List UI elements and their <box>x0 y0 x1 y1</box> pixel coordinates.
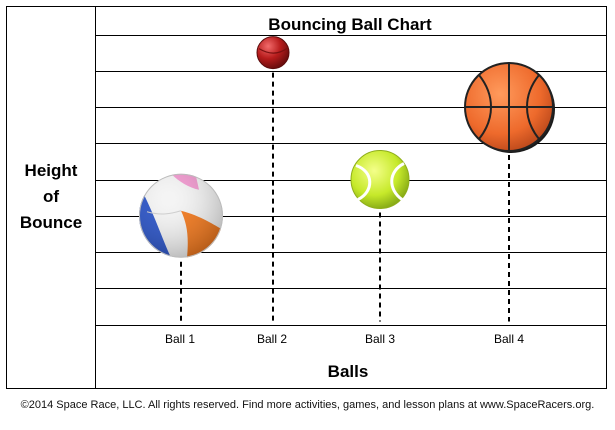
y-axis-label-line-2: of <box>6 184 96 210</box>
data-point-basketball <box>465 63 555 153</box>
x-tick-label: Ball 2 <box>257 332 287 346</box>
y-axis-label-line-3: Bounce <box>6 210 96 236</box>
y-axis-label-line-1: Height <box>6 158 96 184</box>
x-tick-label: Ball 1 <box>165 332 195 346</box>
chart-title: Bouncing Ball Chart <box>268 15 432 34</box>
drop-lines <box>181 73 509 322</box>
copyright-footer: ©2014 Space Race, LLC. All rights reserv… <box>0 399 615 411</box>
data-point-tennis-ball <box>351 151 409 209</box>
x-tick-labels: Ball 1 Ball 2 Ball 3 Ball 4 <box>165 332 524 346</box>
x-tick-label: Ball 3 <box>365 332 395 346</box>
data-point-beach-ball <box>135 172 223 258</box>
x-tick-label: Ball 4 <box>494 332 524 346</box>
data-point-red-ball <box>257 37 289 69</box>
ball-markers <box>135 37 555 258</box>
y-axis-label: Height of Bounce <box>6 158 96 236</box>
x-axis-label: Balls <box>328 362 369 381</box>
